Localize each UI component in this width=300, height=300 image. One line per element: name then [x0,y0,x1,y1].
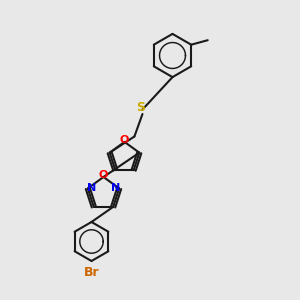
Text: O: O [99,169,108,180]
Text: N: N [111,183,120,194]
Text: N: N [87,183,96,194]
Text: S: S [136,100,146,114]
Text: O: O [120,135,129,146]
Text: Br: Br [84,266,99,279]
